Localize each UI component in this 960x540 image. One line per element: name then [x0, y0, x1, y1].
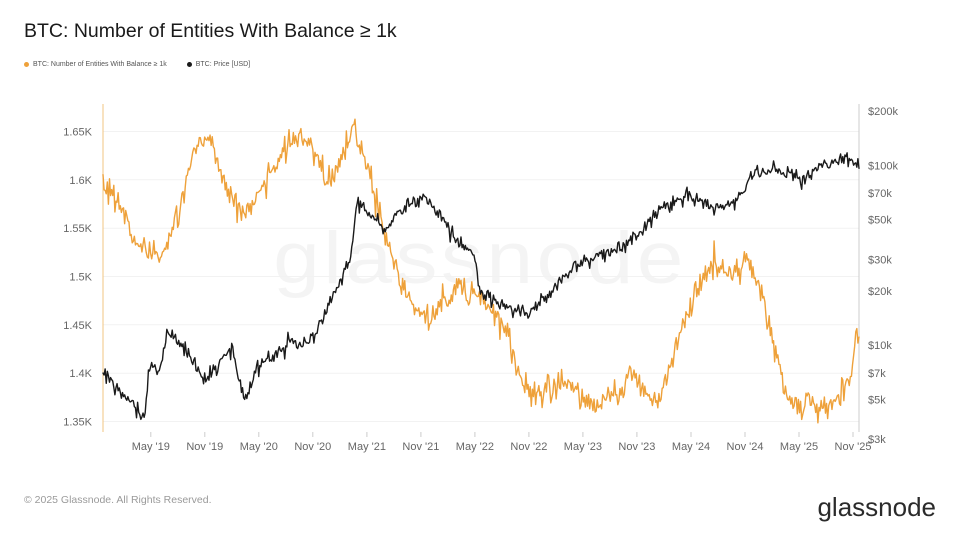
svg-text:May '23: May '23 [564, 441, 602, 453]
svg-text:May '25: May '25 [780, 441, 818, 453]
svg-text:Nov '24: Nov '24 [727, 441, 764, 453]
svg-text:1.6K: 1.6K [69, 175, 92, 187]
svg-text:$5k: $5k [868, 394, 886, 406]
svg-text:Nov '21: Nov '21 [402, 441, 439, 453]
svg-text:1.5K: 1.5K [69, 272, 92, 284]
svg-text:Nov '25: Nov '25 [835, 441, 872, 453]
svg-text:1.35K: 1.35K [63, 417, 92, 429]
svg-text:May '24: May '24 [672, 441, 710, 453]
svg-text:1.45K: 1.45K [63, 320, 92, 332]
svg-text:Nov '19: Nov '19 [186, 441, 223, 453]
svg-text:$70k: $70k [868, 188, 892, 200]
svg-text:Nov '22: Nov '22 [510, 441, 547, 453]
svg-text:$7k: $7k [868, 368, 886, 380]
svg-text:May '19: May '19 [132, 441, 170, 453]
svg-text:May '21: May '21 [348, 441, 386, 453]
svg-text:May '20: May '20 [240, 441, 278, 453]
svg-text:1.55K: 1.55K [63, 223, 92, 235]
svg-text:$30k: $30k [868, 254, 892, 266]
svg-text:$200k: $200k [868, 106, 898, 118]
svg-text:$50k: $50k [868, 214, 892, 226]
svg-text:Nov '20: Nov '20 [294, 441, 331, 453]
svg-text:May '22: May '22 [456, 441, 494, 453]
svg-text:$10k: $10k [868, 340, 892, 352]
svg-text:Nov '23: Nov '23 [618, 441, 655, 453]
svg-text:$100k: $100k [868, 160, 898, 172]
svg-text:1.4K: 1.4K [69, 368, 92, 380]
svg-text:$20k: $20k [868, 286, 892, 298]
svg-text:1.65K: 1.65K [63, 127, 92, 139]
